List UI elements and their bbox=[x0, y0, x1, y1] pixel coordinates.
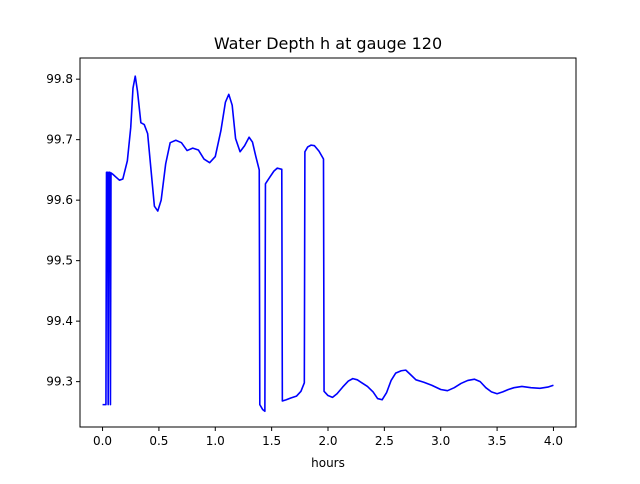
x-tick-label: 4.0 bbox=[544, 434, 563, 448]
y-tick-label: 99.7 bbox=[46, 133, 73, 147]
x-axis-label: hours bbox=[311, 456, 345, 470]
x-tick-label: 1.0 bbox=[206, 434, 225, 448]
y-tick-label: 99.8 bbox=[46, 72, 73, 86]
y-tick-label: 99.5 bbox=[46, 254, 73, 268]
y-tick-label: 99.6 bbox=[46, 193, 73, 207]
x-tick-label: 2.0 bbox=[318, 434, 337, 448]
x-tick-label: 2.5 bbox=[375, 434, 394, 448]
x-tick-label: 1.5 bbox=[262, 434, 281, 448]
x-tick-label: 3.5 bbox=[488, 434, 507, 448]
x-tick-label: 0.0 bbox=[93, 434, 112, 448]
x-tick-label: 0.5 bbox=[149, 434, 168, 448]
y-tick-label: 99.4 bbox=[46, 314, 73, 328]
x-tick-label: 3.0 bbox=[431, 434, 450, 448]
y-tick-label: 99.3 bbox=[46, 375, 73, 389]
chart-title: Water Depth h at gauge 120 bbox=[214, 34, 442, 53]
